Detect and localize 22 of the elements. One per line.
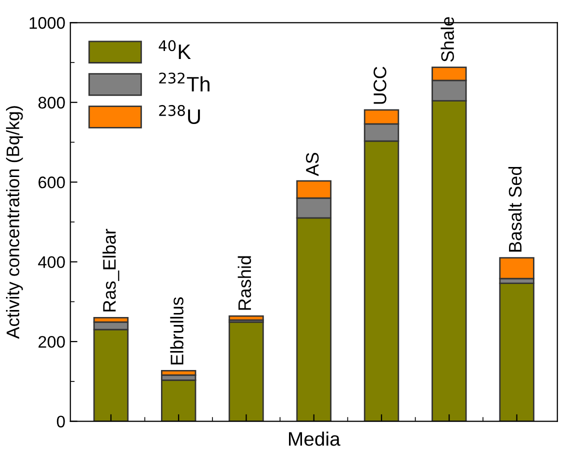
y-axis-title: Activity concentration (Bq/kg) — [6, 106, 23, 339]
x-tick-label: Basalt Sed — [508, 166, 522, 252]
x-tick-label: Rashid — [238, 256, 252, 310]
x-tick-label: Elbrullus — [170, 297, 184, 364]
x-axis-title: Media — [288, 432, 340, 446]
bar — [160, 380, 196, 422]
legend-label: $^{232}$Th — [159, 72, 210, 92]
x-tick-label: UCC — [374, 66, 386, 104]
bar — [228, 321, 264, 422]
legend-label: $^{238}$U — [159, 105, 200, 124]
x-tick-label: Shale — [440, 17, 454, 62]
y-tick-label: 1000 — [30, 17, 65, 29]
legend-label: $^{40}$K — [158, 40, 191, 59]
y-tick-label: 200 — [38, 336, 65, 348]
y-tick-label: 800 — [38, 96, 65, 109]
y-tick-label: 0 — [56, 416, 65, 428]
y-tick-label: 400 — [38, 256, 65, 268]
x-tick-label: Ras_Elbar — [102, 228, 120, 312]
x-tick-label: AS — [306, 152, 319, 176]
bar — [499, 282, 534, 422]
y-tick-label: 600 — [38, 176, 65, 188]
bar — [228, 315, 264, 321]
